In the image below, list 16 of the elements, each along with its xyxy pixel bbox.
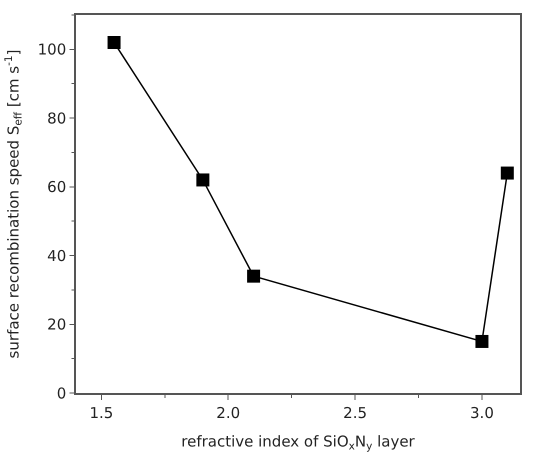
y-tick-label: 100 — [38, 40, 66, 59]
x-tick-label: 1.5 — [89, 404, 114, 422]
point — [475, 334, 488, 348]
y-tick-label: 0 — [56, 384, 66, 402]
point — [500, 166, 514, 180]
point — [247, 270, 260, 283]
point — [196, 173, 210, 186]
y-tick-label: 20 — [47, 316, 66, 334]
x-tick-label: 2.0 — [216, 404, 240, 422]
y-tick-label: 40 — [47, 246, 66, 265]
x-axis-title: refractive index of SiO$_{x}$N$_{y}$ layer — [181, 432, 416, 452]
x-tick-label: 2.5 — [343, 404, 368, 422]
x-tick-label: 3.0 — [470, 404, 494, 422]
y-tick-label: 80 — [47, 109, 66, 128]
point — [108, 36, 121, 49]
y-tick-label: 60 — [47, 178, 66, 196]
